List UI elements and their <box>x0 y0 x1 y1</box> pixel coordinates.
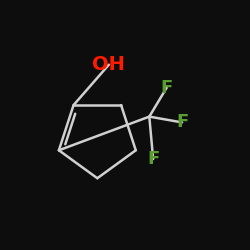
Text: F: F <box>147 150 159 168</box>
Text: OH: OH <box>92 55 125 74</box>
Text: F: F <box>176 114 188 132</box>
Text: F: F <box>160 79 173 97</box>
